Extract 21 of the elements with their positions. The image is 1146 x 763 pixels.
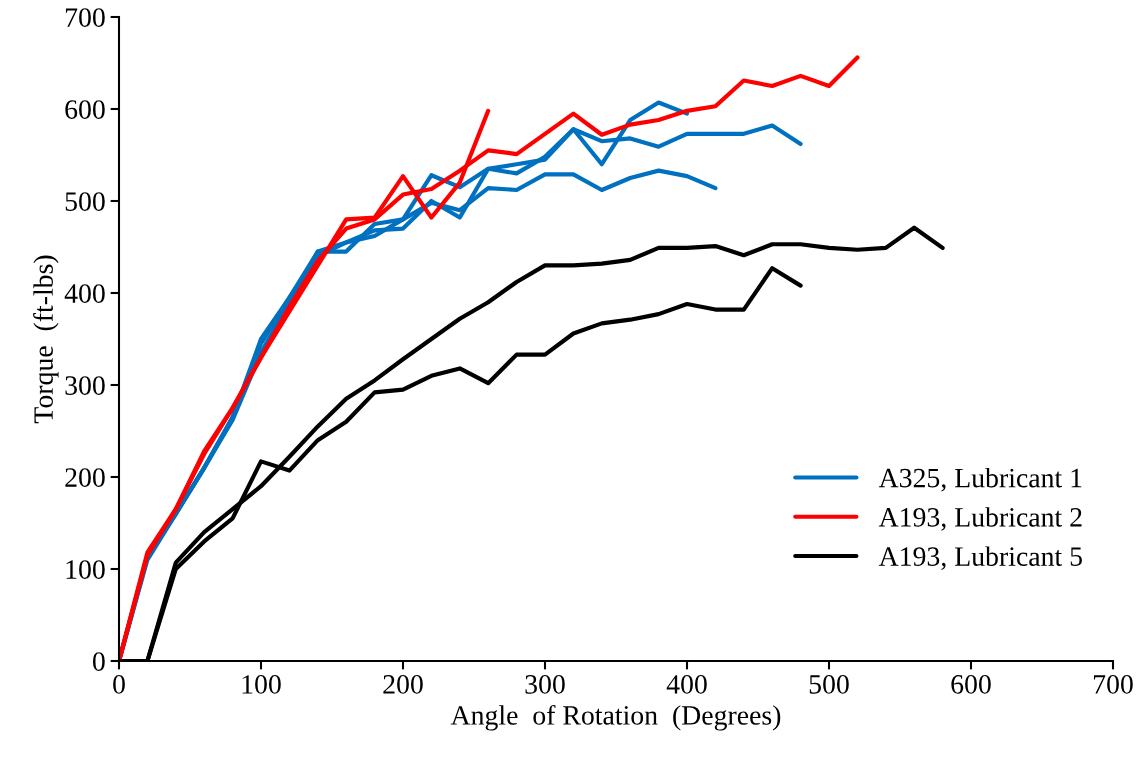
y-tick-label: 400 (64, 284, 105, 303)
legend-label: A193, Lubricant 5 (878, 546, 1082, 570)
y-axis-title: Torque (ft-lbs) (33, 255, 59, 424)
legend-label: A325, Lubricant 1 (878, 467, 1082, 492)
legend-label: A193, Lubricant 2 (878, 507, 1082, 531)
x-tick-label: 100 (242, 675, 281, 694)
y-tick-label: 700 (65, 8, 105, 27)
y-tick-label: 200 (65, 468, 105, 487)
x-tick-label: 400 (666, 675, 707, 694)
x-tick-label: 500 (809, 675, 849, 694)
x-axis-title: Angle of Rotation (Degrees) (450, 704, 781, 731)
y-tick-label: 300 (65, 376, 105, 395)
y-tick-label: 0 (92, 652, 105, 671)
x-tick-label: 200 (383, 675, 423, 694)
y-tick-label: 500 (65, 192, 105, 211)
x-tick-label: 700 (1094, 675, 1133, 694)
y-tick-label: 100 (66, 560, 105, 579)
x-tick-label: 0 (113, 675, 125, 694)
x-tick-label: 600 (951, 675, 991, 694)
y-tick-label: 600 (65, 100, 105, 119)
x-tick-label: 300 (525, 675, 565, 694)
